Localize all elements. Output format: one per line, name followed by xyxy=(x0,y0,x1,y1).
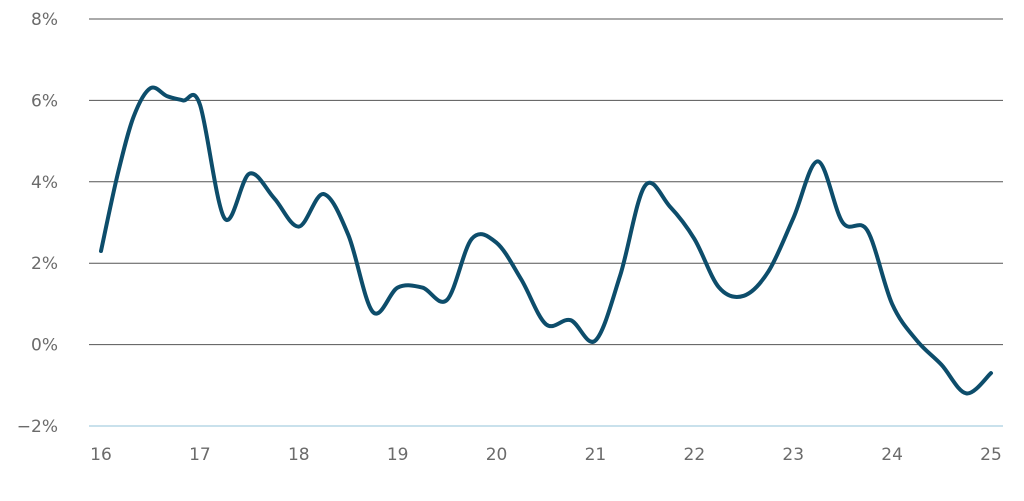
data-point xyxy=(322,192,326,196)
data-point xyxy=(396,286,400,290)
data-point xyxy=(915,339,919,343)
data-point xyxy=(198,102,202,106)
data-point xyxy=(165,94,169,98)
data-point xyxy=(445,298,449,302)
x-tick-label: 25 xyxy=(980,445,1002,465)
data-point xyxy=(618,273,622,277)
x-tick-label: 17 xyxy=(189,445,211,465)
data-point xyxy=(865,229,869,233)
data-point xyxy=(148,86,152,90)
series-group xyxy=(99,85,993,396)
data-point xyxy=(593,339,597,343)
x-axis-ticks: 16 17 18 19 20 21 22 23 24 25 xyxy=(90,445,1002,465)
data-point xyxy=(989,371,993,375)
data-point xyxy=(519,277,523,281)
data-point xyxy=(742,294,746,298)
x-tick-label: 18 xyxy=(288,445,310,465)
data-point xyxy=(816,159,820,163)
data-point xyxy=(964,391,968,395)
data-point xyxy=(767,269,771,273)
data-point xyxy=(841,221,845,225)
y-tick-label: 8% xyxy=(31,10,58,30)
y-axis-ticks: −2% 0% 2% 4% 6% 8% xyxy=(17,10,58,437)
data-point xyxy=(470,237,474,241)
x-tick-label: 22 xyxy=(684,445,706,465)
data-point xyxy=(692,237,696,241)
data-point xyxy=(371,310,375,314)
x-tick-label: 16 xyxy=(90,445,112,465)
data-point xyxy=(420,286,424,290)
data-point xyxy=(643,184,647,188)
data-point xyxy=(544,322,548,326)
data-point xyxy=(132,115,136,119)
x-tick-label: 24 xyxy=(881,445,903,465)
data-point xyxy=(223,216,227,220)
series-line xyxy=(99,85,993,396)
data-point xyxy=(272,196,276,200)
y-tick-label: 6% xyxy=(31,91,58,111)
data-point xyxy=(717,286,721,290)
data-point xyxy=(569,318,573,322)
y-tick-label: −2% xyxy=(17,417,58,437)
data-point xyxy=(247,172,251,176)
y-tick-label: 4% xyxy=(31,173,58,193)
x-tick-label: 19 xyxy=(387,445,409,465)
data-point xyxy=(297,225,301,229)
data-point xyxy=(346,233,350,237)
grid-lines xyxy=(89,18,1003,427)
y-tick-label: 2% xyxy=(31,254,58,274)
data-point xyxy=(495,241,499,245)
x-tick-label: 23 xyxy=(782,445,804,465)
data-point xyxy=(791,216,795,220)
data-point xyxy=(181,98,185,102)
data-point xyxy=(940,363,944,367)
x-tick-label: 20 xyxy=(486,445,508,465)
data-point xyxy=(99,249,103,253)
x-tick-label: 21 xyxy=(585,445,607,465)
y-tick-label: 0% xyxy=(31,336,58,356)
data-point xyxy=(116,172,120,176)
data-point xyxy=(668,204,672,208)
data-point xyxy=(890,302,894,306)
